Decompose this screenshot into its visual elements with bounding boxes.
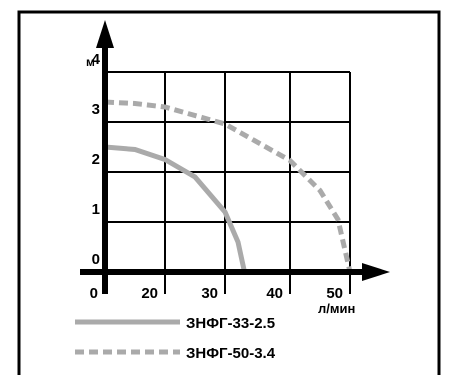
y-axis-label: м [86,55,95,69]
y-tick-label: 3 [92,101,100,118]
series-line [104,99,353,273]
x-axis-arrow [362,263,390,281]
x-tick-label: 20 [141,285,158,302]
x-tick-label: 50 [326,285,343,302]
x-tick-label: 30 [201,285,218,302]
x-axis-label: л/мин [318,301,355,316]
legend-label: ЗНФГ-33-2.5 [186,315,275,332]
y-tick-label: 4 [92,51,101,68]
y-tick-label: 2 [92,151,100,168]
series-line [104,144,247,273]
legend-label: ЗНФГ-50-3.4 [186,345,276,362]
x-tick-label: 40 [266,285,283,302]
x-tick-label: 0 [90,285,98,302]
frame [17,10,441,375]
y-tick-label: 1 [92,201,100,218]
y-axis-arrow [96,20,114,48]
y-tick-label: 0 [92,251,100,268]
